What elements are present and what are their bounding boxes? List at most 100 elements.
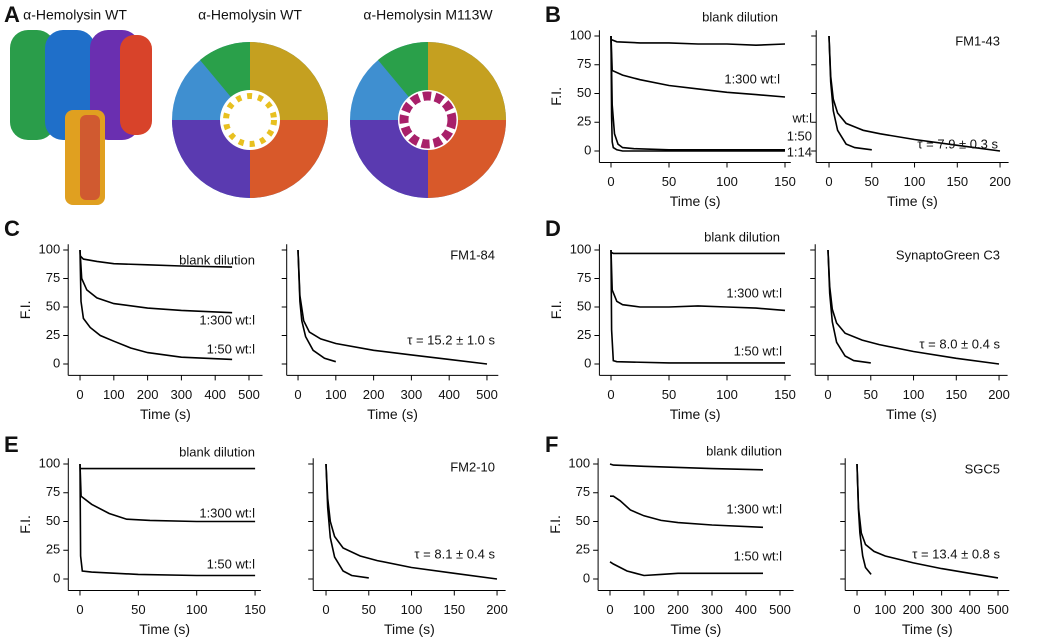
annotation: τ = 8.0 ± 0.4 s [919,336,1000,351]
y-tick-label: 50 [577,298,591,313]
trace-label: blank dilution [179,444,255,459]
x-tick-label: 0 [824,387,831,402]
x-tick-label: 500 [238,387,260,402]
annotation: τ = 8.1 ± 0.4 s [414,546,495,561]
x-tick-label: 400 [735,602,757,617]
x-tick-label: 200 [486,602,508,617]
y-tick-label: 75 [46,270,60,285]
x-axis-label: Time (s) [670,406,721,422]
x-tick-label: 150 [946,174,968,189]
x-axis-label: Time (s) [384,621,435,637]
y-tick-label: 25 [577,327,591,342]
trace-label: 1:50 wt:l [207,341,256,356]
annotation: FM2-10 [450,459,495,474]
trace [79,463,256,523]
trace [610,495,764,529]
x-tick-label: 200 [988,387,1010,402]
x-axis-label: Time (s) [139,621,190,637]
trace [609,463,764,471]
x-axis-label: Time (s) [902,621,953,637]
x-tick-label: 50 [864,387,878,402]
trace [856,463,999,579]
annotation: wt:l [792,110,813,125]
trace [79,249,233,314]
y-tick-label: 75 [46,484,60,499]
y-tick-label: 25 [576,542,590,557]
panel-label: A [4,2,20,27]
y-tick-label: 75 [577,56,591,71]
x-tick-label: 500 [769,602,791,617]
y-tick-label: 0 [583,570,590,585]
y-tick-label: 50 [577,85,591,100]
structure-title: α-Hemolysin WT [23,7,127,23]
trace-label: 1:300 wt:l [199,312,255,327]
x-tick-label: 200 [989,174,1011,189]
x-tick-label: 150 [244,602,266,617]
x-tick-label: 300 [701,602,723,617]
x-tick-label: 200 [903,602,925,617]
x-tick-label: 100 [903,387,925,402]
trace-label: blank dilution [179,252,255,267]
x-axis-label: Time (s) [140,406,191,422]
y-tick-label: 25 [46,327,60,342]
x-axis-label: Time (s) [367,406,418,422]
x-tick-label: 50 [131,602,145,617]
y-axis-label: F.I. [548,301,564,320]
trace [610,251,785,255]
x-tick-label: 50 [662,387,676,402]
annotation: τ = 15.2 ± 1.0 s [407,332,495,347]
trace [610,249,786,312]
x-tick-label: 300 [931,602,953,617]
x-tick-label: 400 [204,387,226,402]
x-tick-label: 500 [476,387,498,402]
x-tick-label: 200 [667,602,689,617]
x-tick-label: 0 [607,174,614,189]
y-tick-label: 100 [570,27,592,42]
x-tick-label: 0 [322,602,329,617]
y-tick-label: 100 [39,455,61,470]
trace-label: blank dilution [706,443,782,458]
trace-label: 1:50 wt:l [207,556,256,571]
structure-top-view-mutant [350,41,506,198]
y-tick-label: 100 [570,241,592,256]
x-tick-label: 50 [662,174,676,189]
x-tick-label: 150 [774,387,796,402]
y-tick-label: 50 [46,513,60,528]
x-tick-label: 200 [363,387,385,402]
y-tick-label: 25 [46,542,60,557]
x-tick-label: 50 [362,602,376,617]
x-axis-label: Time (s) [670,621,721,637]
trace [79,255,233,268]
trace [610,38,786,47]
trace [828,35,1001,152]
trace [610,35,786,98]
y-axis-label: F.I. [547,515,563,534]
y-tick-label: 50 [576,513,590,528]
trace-label: 1:14 [787,144,812,159]
panel-label: F [545,432,558,457]
trace [610,249,785,364]
x-tick-label: 0 [853,602,860,617]
x-tick-label: 0 [294,387,301,402]
x-tick-label: 150 [945,387,967,402]
trace-label: blank dilution [702,9,778,24]
annotation: τ = 7.9 ± 0.3 s [917,136,998,151]
trace [827,249,871,364]
y-tick-label: 75 [576,484,590,499]
annotation: SynaptoGreen C3 [896,247,1000,262]
y-tick-label: 0 [53,355,60,370]
panel-label: D [545,216,561,241]
trace [297,249,488,365]
x-tick-label: 100 [874,602,896,617]
x-tick-label: 150 [443,602,465,617]
trace-label: 1:50 [787,128,812,143]
trace-label: blank dilution [704,229,780,244]
x-tick-label: 400 [438,387,460,402]
x-axis-label: Time (s) [886,406,937,422]
trace [325,463,369,579]
x-tick-label: 300 [171,387,193,402]
y-axis-label: F.I. [17,515,33,534]
x-tick-label: 100 [186,602,208,617]
trace [609,561,763,577]
